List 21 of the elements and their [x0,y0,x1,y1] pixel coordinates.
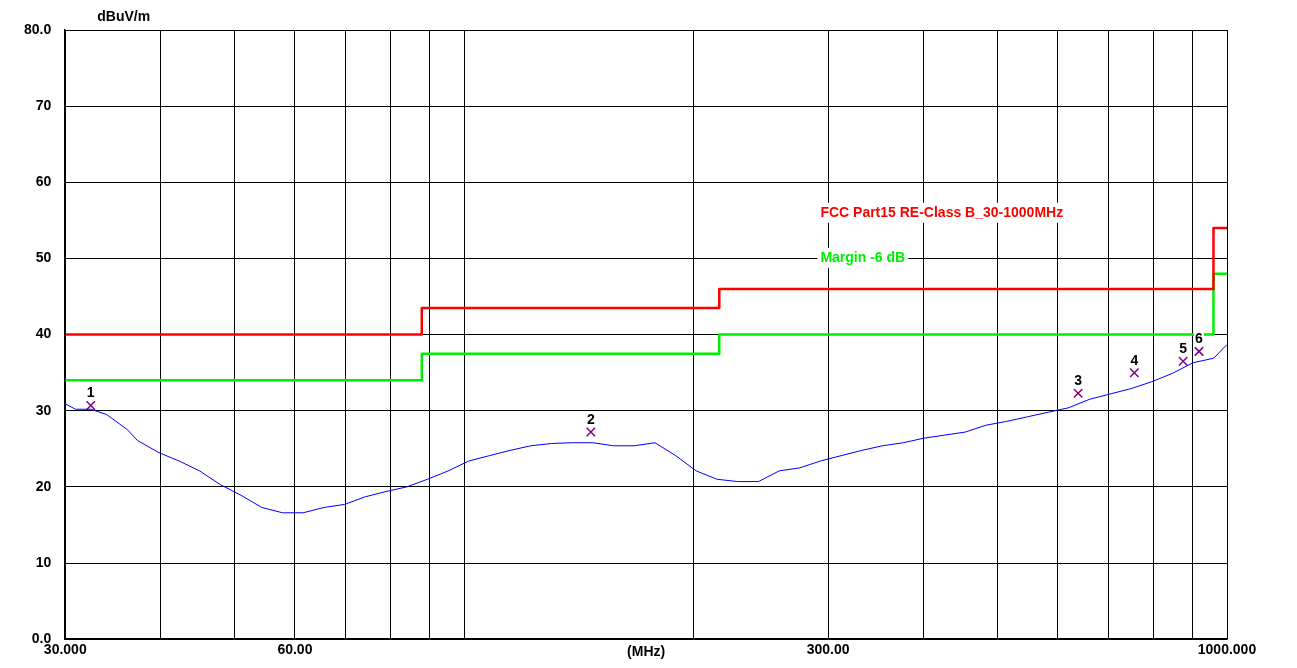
y-tick-label: 30 [35,401,52,418]
y-tick-label: 60 [35,173,52,190]
y-tick-label: 80.0 [24,20,52,37]
y-axis-title: dBuV/m [97,7,151,24]
y-tick-label: 50 [35,249,52,266]
text: FCC Part15 RE-Class B_30-1000MHz [820,203,1064,220]
y-tick-label: 40 [35,325,52,342]
y-tick-label: 10 [35,553,52,570]
annotation: 2 [586,410,595,427]
y-tick-label: 20 [35,477,52,494]
annotation: 3 [1074,372,1083,389]
annotation: 5 [1179,340,1188,357]
text: Margin -6 dB [820,248,906,265]
x-tick-label: 60.00 [277,641,313,658]
x-axis-title: (MHz) [627,643,666,660]
annotation: 1 [86,384,95,401]
x-tick-label: 1000.000 [1197,641,1257,658]
annotation: 4 [1130,351,1139,368]
annotation: 6 [1195,330,1204,347]
y-tick-label: 70 [35,97,52,114]
x-tick-label: 300.00 [806,641,850,658]
